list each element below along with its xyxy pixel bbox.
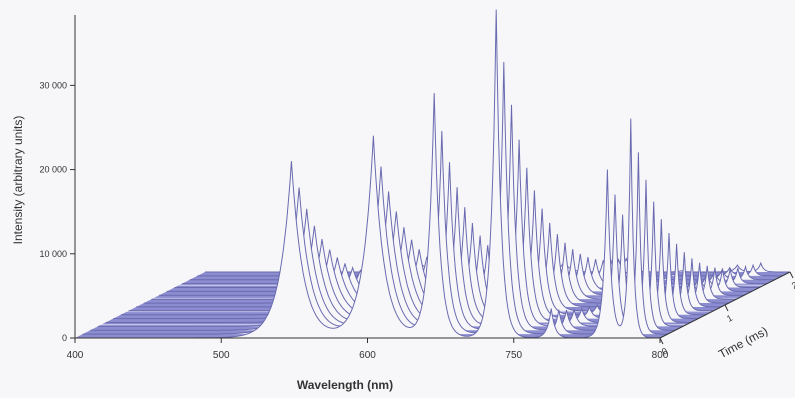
z-tick xyxy=(789,271,794,279)
z-tick xyxy=(724,304,729,312)
x-tick-label: 400 xyxy=(67,350,84,361)
y-axis-title: Intensity (arbitrary units) xyxy=(11,116,25,245)
y-tick-label: 0 xyxy=(62,333,67,343)
trace-fill xyxy=(75,9,660,338)
y-tick-label: 10 000 xyxy=(39,249,67,259)
x-tick-label: 800 xyxy=(652,350,669,361)
spectra-traces xyxy=(75,9,790,339)
z-axis-title: Time (ms) xyxy=(716,324,770,362)
z-tick-label: 1 xyxy=(725,313,734,324)
z-tick-label: 2 xyxy=(790,280,795,291)
x-tick-label: 500 xyxy=(213,350,230,361)
y-tick-label: 20 000 xyxy=(39,165,67,175)
y-tick-label: 30 000 xyxy=(39,80,67,90)
z-tick-label: 0 xyxy=(660,346,669,357)
x-tick-label: 750 xyxy=(505,350,522,361)
x-axis-title: Wavelength (nm) xyxy=(297,378,393,392)
x-tick-label: 600 xyxy=(359,350,376,361)
z-tick xyxy=(659,337,664,345)
